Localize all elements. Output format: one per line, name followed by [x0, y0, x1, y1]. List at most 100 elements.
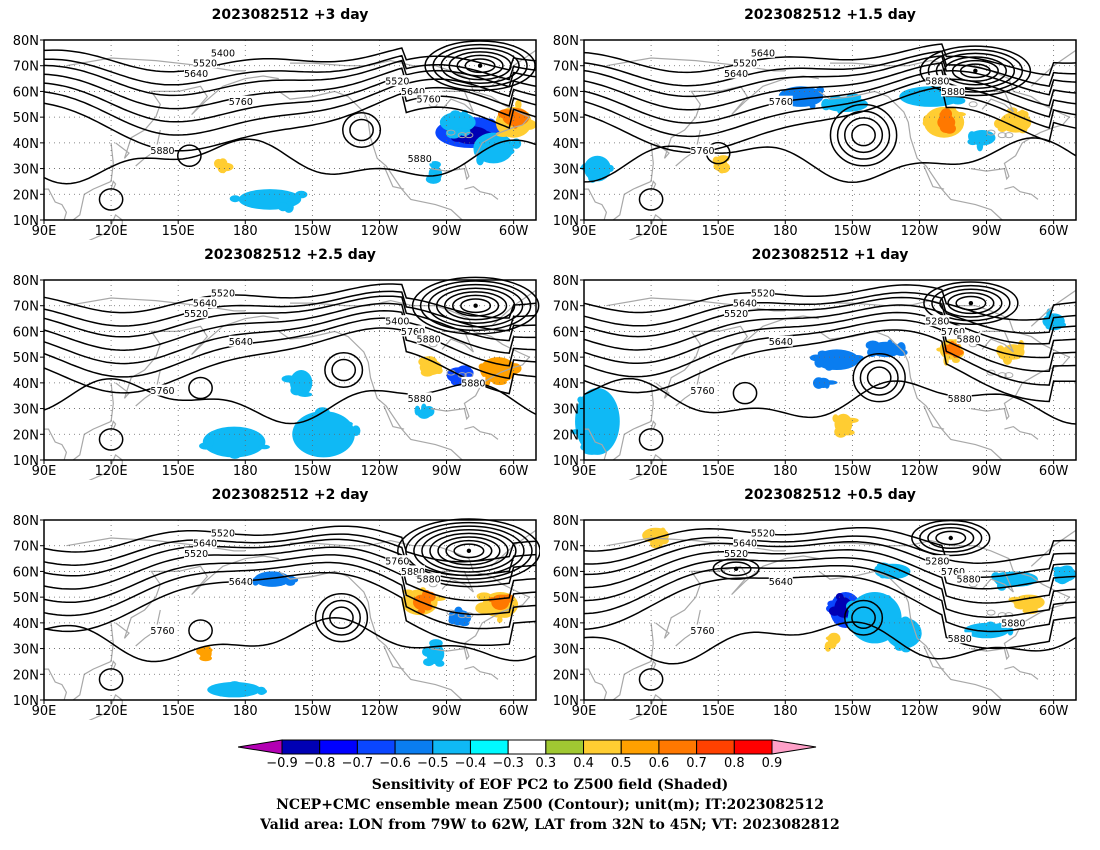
colorbar-label: −0.6	[379, 756, 411, 770]
colorbar-label: −0.9	[266, 756, 298, 770]
shading-speck	[196, 646, 212, 656]
lat-tick-label: 70N	[13, 300, 39, 315]
contour-line	[583, 304, 1077, 359]
shading-speck	[952, 357, 960, 364]
low-contour	[435, 287, 516, 324]
contour-label-bg	[228, 575, 253, 587]
contour-label: 5760	[417, 95, 441, 106]
map-plot: 5520564055205640576057605880588080N70N60…	[13, 514, 540, 720]
shading-speck	[592, 174, 600, 181]
contour-line	[583, 557, 1077, 618]
colorbar-label: 0.5	[611, 756, 632, 770]
contour-label: 5640	[751, 48, 775, 59]
contour-label-bg	[210, 286, 235, 298]
coastline	[1004, 665, 1039, 680]
coastline	[66, 537, 246, 552]
coastline	[464, 665, 499, 680]
contour-label: 5880	[417, 575, 441, 586]
low-contour	[424, 40, 536, 92]
contour-label: 5520	[751, 528, 775, 539]
coastline	[115, 315, 279, 399]
shading-speck	[844, 417, 855, 424]
shading-speck	[607, 432, 614, 441]
lon-tick-label: 150W	[834, 704, 872, 719]
low-contour	[419, 280, 532, 332]
contour-label: 5760	[941, 567, 965, 578]
contour-label: 5520	[193, 59, 217, 70]
shading-speck	[280, 580, 286, 585]
panel-2: 2023082512 +1.5 day 5640 5520 5640 5760 5760…	[540, 0, 1080, 240]
lat-tick-label: 80N	[553, 34, 579, 49]
lon-tick-label: 150E	[702, 224, 735, 239]
contour-label-bg	[956, 573, 981, 585]
colorbar-arrow-left	[238, 739, 283, 755]
shading-speck	[976, 140, 984, 152]
shading-speck	[476, 592, 492, 601]
coastline	[830, 59, 1071, 181]
coastline	[72, 142, 114, 221]
contour-line	[583, 137, 1077, 184]
contour-line	[43, 302, 536, 355]
lat-tick-label: 20N	[13, 428, 39, 443]
shading-speck	[951, 349, 961, 359]
lon-tick-label: 120W	[361, 464, 399, 479]
shading-speck	[894, 642, 905, 651]
colorbar-label: −0.5	[417, 756, 449, 770]
contour-label: 5880	[941, 87, 965, 98]
contour-label-bg	[150, 384, 175, 396]
lon-tick-label: 60W	[499, 224, 529, 239]
lat-tick-label: 40N	[13, 617, 39, 632]
low-contour	[923, 281, 1019, 325]
contour-label-bg	[956, 333, 981, 345]
contour-label-bg	[184, 307, 209, 319]
lake	[997, 132, 1007, 139]
contour-label: 5640	[229, 577, 253, 588]
contour-label-bg	[150, 624, 175, 636]
shading-speck	[414, 405, 421, 416]
lon-tick-label: 150W	[834, 224, 872, 239]
contour-label: 5760	[769, 97, 793, 108]
coastline	[612, 142, 654, 221]
contour-label: 5400	[385, 317, 409, 328]
contour-label-bg	[193, 57, 218, 69]
high-contour	[342, 112, 382, 148]
contour-label: 5880	[957, 335, 981, 346]
shading-speck	[497, 616, 503, 623]
high-contour	[638, 428, 664, 451]
coastline	[115, 75, 279, 159]
contour-line	[583, 564, 1077, 633]
lon-tick-label: 150E	[162, 704, 195, 719]
contour-label-bg	[733, 297, 758, 309]
lon-tick-label: 120E	[635, 224, 668, 239]
coastline	[464, 425, 499, 440]
coastline	[72, 382, 114, 461]
colorbar-label: −0.8	[304, 756, 336, 770]
shading-speck	[434, 367, 443, 375]
lon-tick-label: 120E	[95, 464, 128, 479]
shading-blob	[439, 112, 476, 133]
plot-frame	[43, 39, 537, 221]
low-contour	[927, 49, 1024, 93]
shading-speck	[343, 421, 353, 427]
low-contour	[421, 529, 517, 573]
high-contour	[188, 376, 213, 400]
caption-line-2: NCEP+CMC ensemble mean Z500 (Contour); u…	[276, 797, 824, 813]
high-contour	[321, 599, 361, 636]
contour-label-bg	[690, 144, 715, 156]
low-contour	[943, 56, 1007, 86]
low-contour	[951, 59, 999, 82]
lat-tick-label: 50N	[13, 591, 39, 606]
low-contour	[712, 557, 760, 580]
colorbar-swatch	[583, 739, 622, 755]
shading-speck	[421, 403, 427, 413]
contour-label-bg	[193, 537, 218, 549]
lon-tick-label: 90W	[972, 224, 1002, 239]
shading-speck	[809, 102, 816, 109]
low-center	[473, 303, 478, 308]
shading-speck	[997, 125, 1007, 132]
contour-line	[583, 377, 1077, 425]
colorbar-swatch	[281, 739, 321, 755]
plot-frame	[583, 279, 1077, 461]
plot-frame	[583, 39, 1077, 221]
lake	[446, 129, 456, 136]
